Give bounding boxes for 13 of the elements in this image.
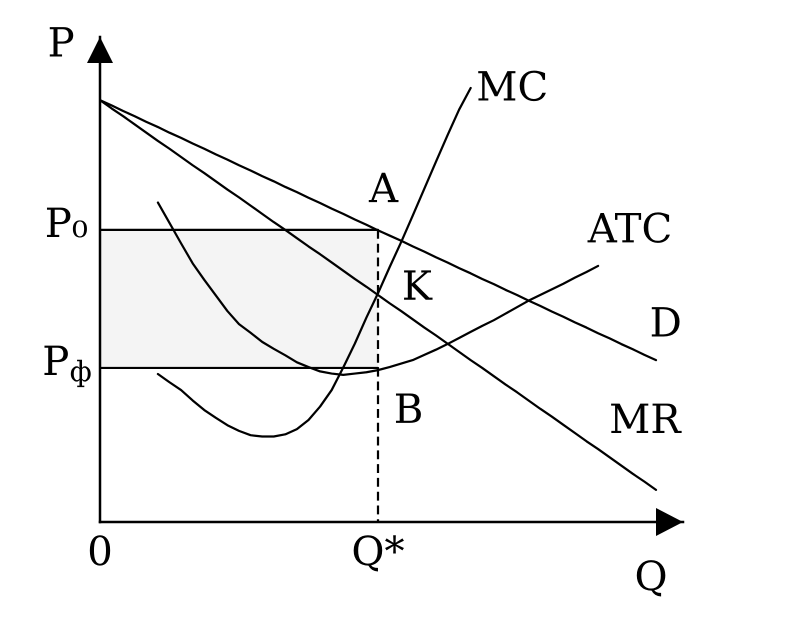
- series-label: ATC: [588, 212, 670, 243]
- text: P₀: [46, 208, 87, 238]
- series-label: MC: [478, 70, 546, 102]
- series-label: MR: [611, 404, 682, 433]
- annotation: A: [368, 172, 398, 202]
- text: P$_{ф}$: [44, 346, 91, 388]
- x-tick-label: 0: [90, 535, 110, 566]
- annotation: K: [404, 270, 433, 300]
- series-label: D: [652, 307, 680, 337]
- y-axis-title: P: [50, 27, 74, 56]
- annotation: B: [396, 394, 421, 423]
- x-tick-label: Q*: [354, 535, 404, 572]
- x-axis-title: Q: [636, 560, 666, 597]
